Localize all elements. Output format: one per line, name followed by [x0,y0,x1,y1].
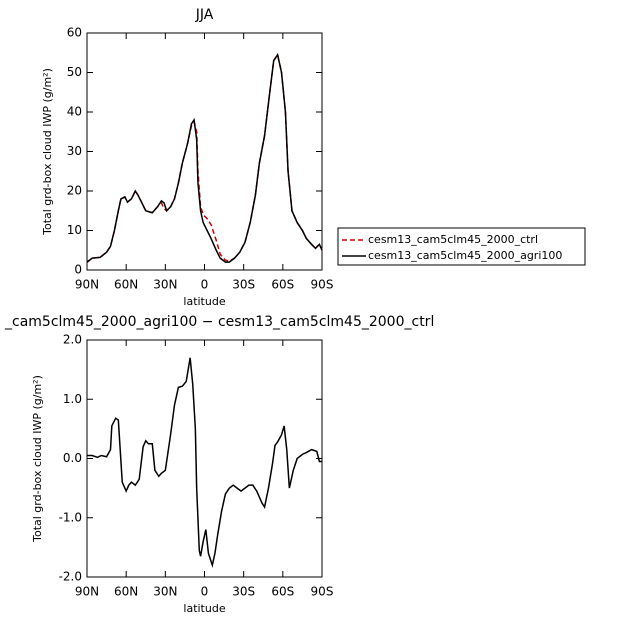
x-tick-label: 60N [114,278,138,292]
x-axis-label: latitude [183,602,225,615]
y-tick-label: -2.0 [59,570,82,584]
x-tick-label: 90S [311,278,334,292]
x-tick-label: 30S [232,278,255,292]
x-tick-label: 30S [232,585,255,599]
y-tick-label: 2.0 [63,333,82,347]
x-tick-label: 60S [271,278,294,292]
y-tick-label: 40 [67,105,82,119]
legend-box [337,227,586,266]
y-tick-label: 0.0 [63,451,82,465]
x-tick-label: 0 [201,278,209,292]
series-line [86,52,323,263]
x-tick-label: 90N [75,278,99,292]
y-tick-label: 50 [67,65,82,79]
x-tick-label: 90N [75,585,99,599]
y-tick-label: 20 [67,184,82,198]
y-axis-label: Total grd-box cloud IWP (g/m²) [41,68,54,236]
x-tick-label: 60S [271,585,294,599]
legend-label: cesm13_cam5clm45_2000_ctrl [368,233,538,246]
y-tick-label: 1.0 [63,392,82,406]
legend-label: cesm13_cam5clm45_2000_agri100 [368,249,562,262]
y-tick-label: -1.0 [59,510,82,524]
y-tick-label: 10 [67,223,82,237]
x-tick-label: 90S [311,585,334,599]
x-axis-label: latitude [183,295,225,308]
x-tick-label: 30N [153,278,177,292]
y-axis-label: Total grd-box cloud IWP (g/m²) [31,375,44,543]
chart-title: _cam5clm45_2000_agri100 − cesm13_cam5clm… [4,314,434,330]
x-tick-label: 0 [201,585,209,599]
chart-title: JJA [195,7,214,23]
y-tick-label: 30 [67,144,82,158]
series-line [87,357,322,568]
y-tick-label: 0 [74,263,82,277]
x-tick-label: 60N [114,585,138,599]
x-tick-label: 30N [153,585,177,599]
y-tick-label: 60 [67,26,82,40]
